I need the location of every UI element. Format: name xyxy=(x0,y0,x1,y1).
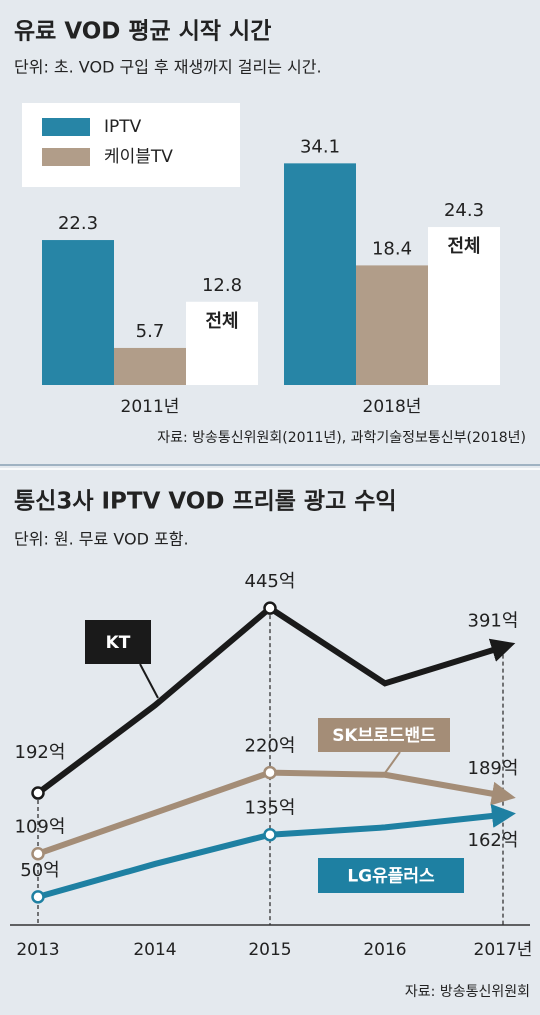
bar xyxy=(114,347,186,385)
x-tick-label: 2018년 xyxy=(363,397,422,417)
value-label: 34.1 xyxy=(300,136,340,157)
legend-swatch xyxy=(42,118,90,136)
bar xyxy=(42,240,114,385)
x-tick-label: 2017년 xyxy=(474,940,533,960)
x-tick-label: 2011년 xyxy=(121,397,180,417)
series-label: SK브로드밴드 xyxy=(332,726,436,746)
value-label: 445억 xyxy=(245,571,296,592)
source: 자료: 방송통신위원회(2011년), 과학기술정보통신부(2018년) xyxy=(157,430,526,446)
legend-box xyxy=(22,103,240,187)
value-label: 22.3 xyxy=(58,213,98,234)
point-marker xyxy=(263,601,277,615)
x-tick-label: 2015 xyxy=(248,940,291,960)
bar xyxy=(428,227,500,385)
value-label: 5.7 xyxy=(136,321,165,342)
bar xyxy=(186,301,258,385)
value-label: 24.3 xyxy=(444,200,484,221)
x-tick-label: 2014 xyxy=(133,940,176,960)
chart-subtitle: 단위: 원. 무료 VOD 포함. xyxy=(14,530,189,549)
series-label: LG유플러스 xyxy=(347,867,435,887)
chart-title: 유료 VOD 평균 시작 시간 xyxy=(14,19,271,45)
legend-swatch xyxy=(42,148,90,166)
value-label: 220억 xyxy=(245,736,296,757)
series-label-box xyxy=(85,620,151,664)
value-label: 109억 xyxy=(15,817,66,838)
leader-line xyxy=(139,663,159,699)
value-label: 391억 xyxy=(468,611,519,632)
series-label: KT xyxy=(106,633,131,653)
leader-line xyxy=(384,751,401,774)
bar xyxy=(356,265,428,385)
value-label: 50억 xyxy=(20,860,59,881)
series-label-box xyxy=(318,718,450,752)
point-marker xyxy=(31,890,45,904)
point-marker xyxy=(263,765,277,780)
value-label: 162억 xyxy=(468,830,519,851)
point-marker xyxy=(263,827,277,842)
bar xyxy=(284,163,356,385)
bar-series-label: 전체 xyxy=(447,236,480,257)
point-marker xyxy=(31,786,45,800)
legend-label: 케이블TV xyxy=(104,147,173,167)
value-label: 189억 xyxy=(468,758,519,779)
value-label: 18.4 xyxy=(372,238,412,259)
legend-label: IPTV xyxy=(104,117,142,137)
series-label-box xyxy=(318,858,464,893)
chart-title: 통신3사 IPTV VOD 프리롤 광고 수익 xyxy=(14,489,397,515)
value-label: 192억 xyxy=(15,742,66,763)
point-marker xyxy=(31,846,45,861)
value-label: 12.8 xyxy=(202,275,242,296)
bar-series-label: 전체 xyxy=(205,311,238,332)
x-tick-label: 2016 xyxy=(363,940,406,960)
value-label: 135억 xyxy=(245,798,296,819)
chart-subtitle: 단위: 초. VOD 구입 후 재생까지 걸리는 시간. xyxy=(14,58,322,77)
source: 자료: 방송통신위원회 xyxy=(405,984,530,1000)
x-tick-label: 2013 xyxy=(16,940,59,960)
